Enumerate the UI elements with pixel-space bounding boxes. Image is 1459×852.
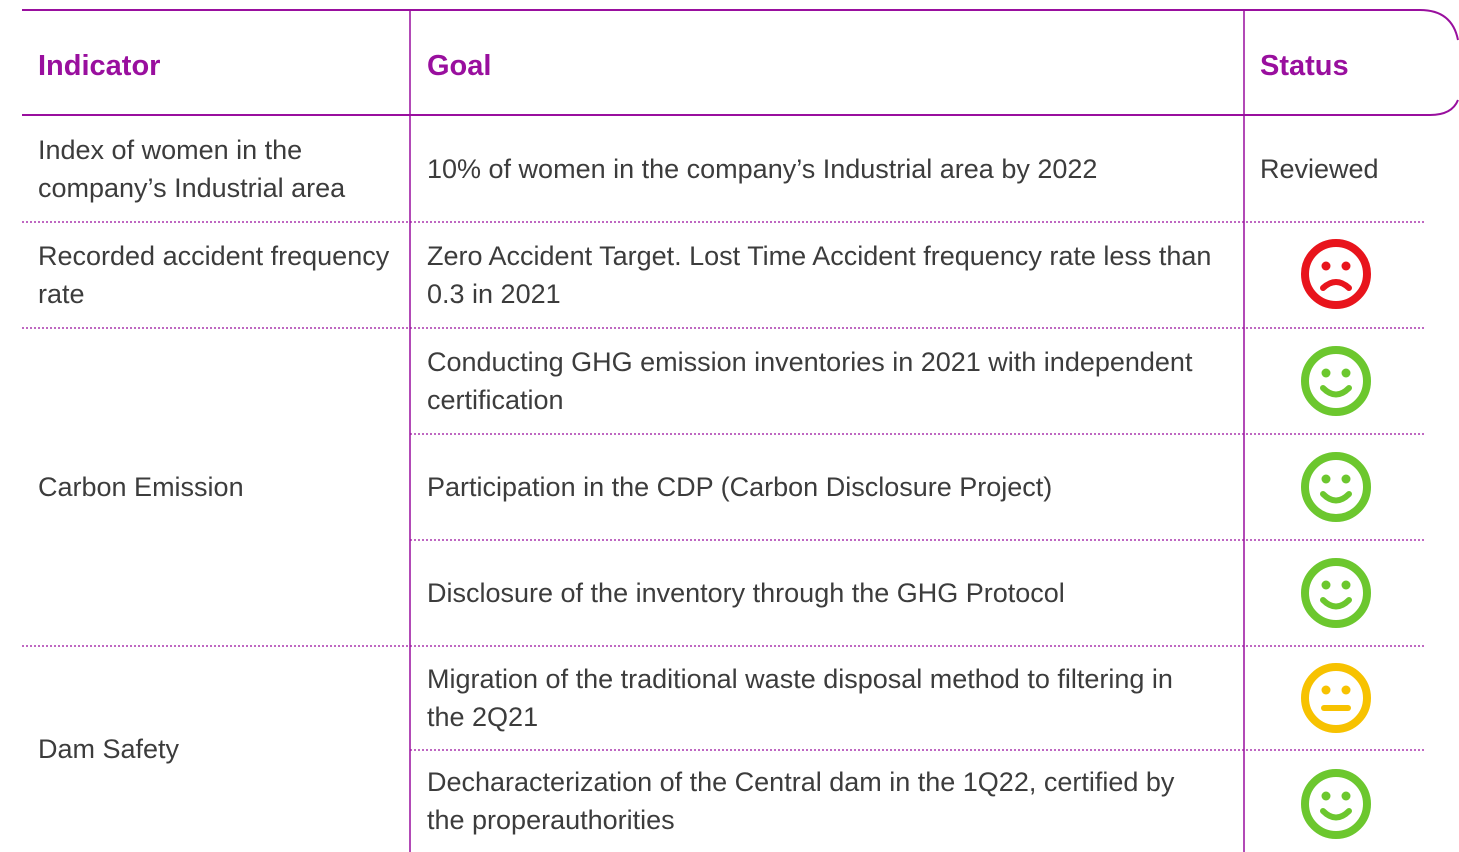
goal: Disclosure of the inventory through the … (427, 540, 1217, 646)
text: Participation in the CDP (Carbon Disclos… (427, 472, 1053, 502)
indicator: Carbon Emission (38, 328, 403, 646)
happy-face-icon (1301, 452, 1371, 522)
happy-face-icon (1301, 769, 1371, 839)
text: Conducting GHG emission inventories in 2… (427, 347, 1193, 415)
happy-face-icon (1301, 558, 1371, 628)
text: Dam Safety (38, 734, 180, 764)
goal: Migration of the traditional waste dispo… (427, 646, 1217, 750)
text: Reviewed (1260, 153, 1379, 184)
text: Decharacterization of the Central dam in… (427, 767, 1175, 835)
goal: Zero Accident Target. Lost Time Accident… (427, 222, 1217, 328)
text: Carbon Emission (38, 472, 244, 502)
text: 10% of women in the company’s Industrial… (427, 153, 1098, 184)
goal: Decharacterization of the Central dam in… (427, 750, 1217, 852)
header-status: Status (1260, 50, 1349, 82)
indicator: Recorded accident frequency rate (38, 222, 403, 328)
row-separators (22, 221, 1424, 751)
text: Migration of the traditional waste dispo… (427, 664, 1173, 732)
sad-face-icon (1301, 239, 1371, 309)
indicator: Index of women in the company’s Industri… (38, 115, 403, 222)
neutral-face-icon (1301, 663, 1371, 733)
goal: Conducting GHG emission inventories in 2… (427, 328, 1217, 434)
text: Recorded accident frequency rate (38, 241, 390, 309)
header-indicator: Indicator (38, 50, 161, 82)
goal: 10% of women in the company’s Industrial… (427, 115, 1217, 222)
text: Index of women in the company’s Industri… (38, 134, 346, 203)
happy-face-icon (1301, 346, 1371, 416)
text: Disclosure of the inventory through the … (427, 578, 1065, 608)
indicator: Dam Safety (38, 646, 403, 852)
status: Reviewed (1260, 115, 1430, 222)
goal: Participation in the CDP (Carbon Disclos… (427, 434, 1217, 540)
header-bottom-line (22, 99, 1459, 116)
header-goal: Goal (427, 50, 492, 82)
header-top-line (22, 9, 1459, 41)
text: Zero Accident Target. Lost Time Accident… (427, 241, 1212, 309)
